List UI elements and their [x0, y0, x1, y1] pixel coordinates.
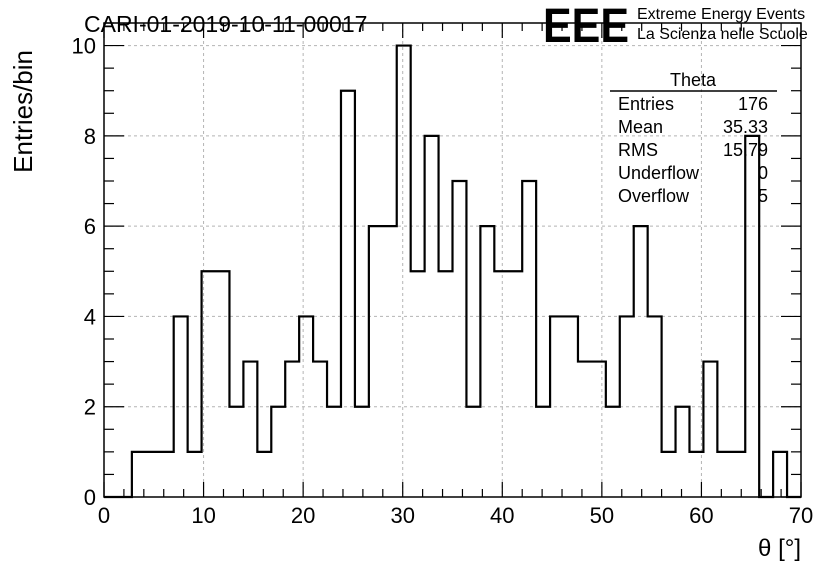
chart-title: CARI-01-2019-10-11-00017: [84, 11, 367, 37]
stats-title: Theta: [670, 70, 717, 90]
stats-value: 176: [738, 94, 768, 114]
stats-label: Entries: [618, 94, 674, 114]
eee-logo-line2: La Scienza nelle Scuole: [637, 26, 808, 43]
y-axis-label: Entries/bin: [8, 50, 38, 173]
stats-label: Overflow: [618, 186, 690, 206]
plot-frame: [103, 22, 802, 498]
stats-value: 15.79: [723, 140, 768, 160]
x-tick-label: 60: [689, 503, 713, 528]
stats-label: RMS: [618, 140, 658, 160]
x-tick-label: 40: [490, 503, 514, 528]
x-tick-label: 20: [291, 503, 315, 528]
stats-rows: Entries 176 Mean 35.33 RMS 15.79 Underflow 0 Ove…: [618, 94, 768, 206]
histogram-series: [104, 44, 801, 499]
x-tick-label: 50: [590, 503, 614, 528]
x-tick-label: 30: [390, 503, 414, 528]
x-tick-label: 10: [191, 503, 215, 528]
y-tick-label: 8: [84, 124, 96, 149]
stats-value: 35.33: [723, 117, 768, 137]
y-tick-label: 4: [84, 304, 96, 329]
stats-label: Underflow: [618, 163, 700, 183]
eee-logo-letters: EEE: [543, 0, 629, 53]
x-tick-label: 70: [789, 503, 813, 528]
stats-label: Mean: [618, 117, 663, 137]
x-tick-label: 0: [98, 503, 110, 528]
x-axis-label: θ [°]: [758, 535, 801, 562]
axis-ticks: [103, 22, 802, 498]
y-tick-label: 10: [72, 34, 96, 59]
y-tick-label: 6: [84, 214, 96, 239]
y-tick-label: 2: [84, 395, 96, 420]
stats-value: 0: [758, 163, 768, 183]
stats-box: Theta Entries 176 Mean 35.33 RMS 15.79 Underfl…: [610, 70, 777, 206]
grid-lines: [104, 23, 801, 497]
eee-logo: EEE Extreme Energy Events La Scienza nel…: [543, 0, 808, 53]
y-tick-label: 0: [84, 485, 96, 510]
eee-logo-line1: Extreme Energy Events: [637, 6, 805, 23]
stats-value: 5: [758, 186, 768, 206]
